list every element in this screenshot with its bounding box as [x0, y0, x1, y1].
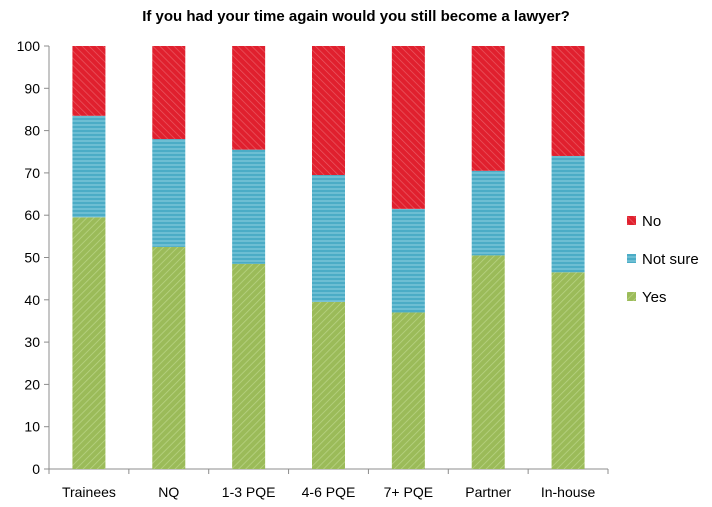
bar-not-sure-in-house [551, 155, 585, 273]
x-tick-labels: Trainees NQ 1-3 PQE 4-6 PQE 7+ PQE Partner In-… [62, 484, 596, 500]
legend-label-not-sure: Not sure [642, 251, 699, 268]
bar-not-sure-partner [471, 170, 505, 256]
legend-swatch-no [627, 216, 636, 225]
x-tick-label: In-house [541, 484, 596, 500]
legend: No Not sure Yes [627, 213, 699, 306]
bar-yes-7-pqe [391, 312, 425, 469]
y-tick-label: 20 [24, 376, 40, 392]
bar-not-sure-trainees [72, 115, 106, 218]
bar-not-sure-nq [152, 139, 186, 247]
x-tick-label: 1-3 PQE [222, 484, 276, 500]
bar-yes-trainees [72, 217, 106, 469]
legend-swatch-yes [627, 292, 636, 301]
y-tick-label: 10 [24, 419, 40, 435]
bar-yes-1-3-pqe [232, 263, 266, 469]
bar-no-7-pqe [391, 46, 425, 209]
bar-no-4-6-pqe [312, 46, 345, 176]
y-tick-label: 0 [32, 461, 40, 477]
bar-no-trainees [72, 46, 106, 116]
bar-not-sure-1-3-pqe [232, 149, 266, 264]
bar-no-in-house [551, 46, 585, 156]
bar-yes-in-house [551, 272, 585, 469]
bar-not-sure-7-pqe [391, 208, 425, 313]
bars [72, 46, 585, 469]
y-tick-labels: 0 10 20 30 40 50 60 70 80 90 100 [17, 38, 41, 477]
legend-swatch-not-sure [627, 254, 636, 263]
y-tick-label: 30 [24, 334, 40, 350]
x-tick-label: Partner [465, 484, 511, 500]
y-tick-label: 80 [24, 123, 40, 139]
x-tick-label: Trainees [62, 484, 116, 500]
y-tick-label: 40 [24, 292, 40, 308]
y-tick-label: 70 [24, 165, 40, 181]
y-tick-label: 60 [24, 207, 40, 223]
bar-not-sure-4-6-pqe [312, 175, 345, 302]
chart-title: If you had your time again would you sti… [142, 8, 570, 25]
y-tick-label: 50 [24, 250, 40, 266]
y-tick-label: 90 [24, 80, 40, 96]
x-tick-label: 4-6 PQE [302, 484, 356, 500]
x-tick-label: 7+ PQE [384, 484, 433, 500]
y-tick-label: 100 [17, 38, 41, 54]
bar-yes-nq [152, 246, 186, 469]
bar-no-nq [152, 46, 186, 140]
bar-no-1-3-pqe [232, 46, 266, 150]
x-tick-label: NQ [158, 484, 179, 500]
bar-no-partner [471, 46, 505, 171]
bar-yes-partner [471, 255, 505, 469]
legend-label-yes: Yes [642, 289, 666, 306]
bar-yes-4-6-pqe [312, 301, 345, 469]
legend-label-no: No [642, 213, 661, 230]
